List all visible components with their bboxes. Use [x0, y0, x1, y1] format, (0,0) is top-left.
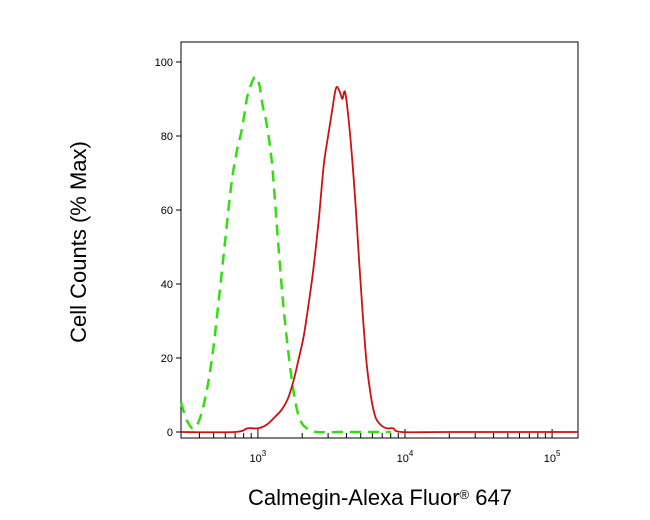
- series-layer: [179, 75, 578, 434]
- x-tick-label-exponent: 4: [409, 449, 414, 458]
- x-axis-title: Calmegin-Alexa Fluor® 647: [248, 485, 512, 510]
- x-tick-label: 105: [544, 449, 561, 465]
- x-tick-label-base: 10: [397, 453, 409, 465]
- y-tick-label: 80: [161, 131, 173, 143]
- x-axis-title-registered-mark: ®: [460, 487, 470, 502]
- y-tick-label: 40: [161, 279, 173, 291]
- y-tick-label: 60: [161, 205, 173, 217]
- series-line-solid: [180, 86, 578, 434]
- y-tick-label: 20: [161, 353, 173, 365]
- y-tick-label: 0: [167, 427, 173, 439]
- plot-area-frame: [180, 41, 579, 439]
- x-axis-ticks: 103 104 105: [180, 429, 561, 465]
- y-axis-title: Cell Counts (% Max): [66, 141, 91, 343]
- x-tick-label-base: 10: [250, 453, 262, 465]
- x-tick-label-exponent: 3: [262, 449, 267, 458]
- y-axis-ticks: 0 20 40 60 80 100: [155, 57, 181, 439]
- x-tick-label-exponent: 5: [556, 449, 561, 458]
- x-tick-label: 104: [397, 449, 414, 465]
- x-tick-label: 103: [250, 449, 267, 465]
- y-tick-label: 100: [155, 57, 173, 69]
- x-axis-title-suffix: 647: [469, 485, 512, 510]
- x-tick-label-base: 10: [544, 453, 556, 465]
- x-axis-title-main: Calmegin-Alexa Fluor: [248, 485, 460, 510]
